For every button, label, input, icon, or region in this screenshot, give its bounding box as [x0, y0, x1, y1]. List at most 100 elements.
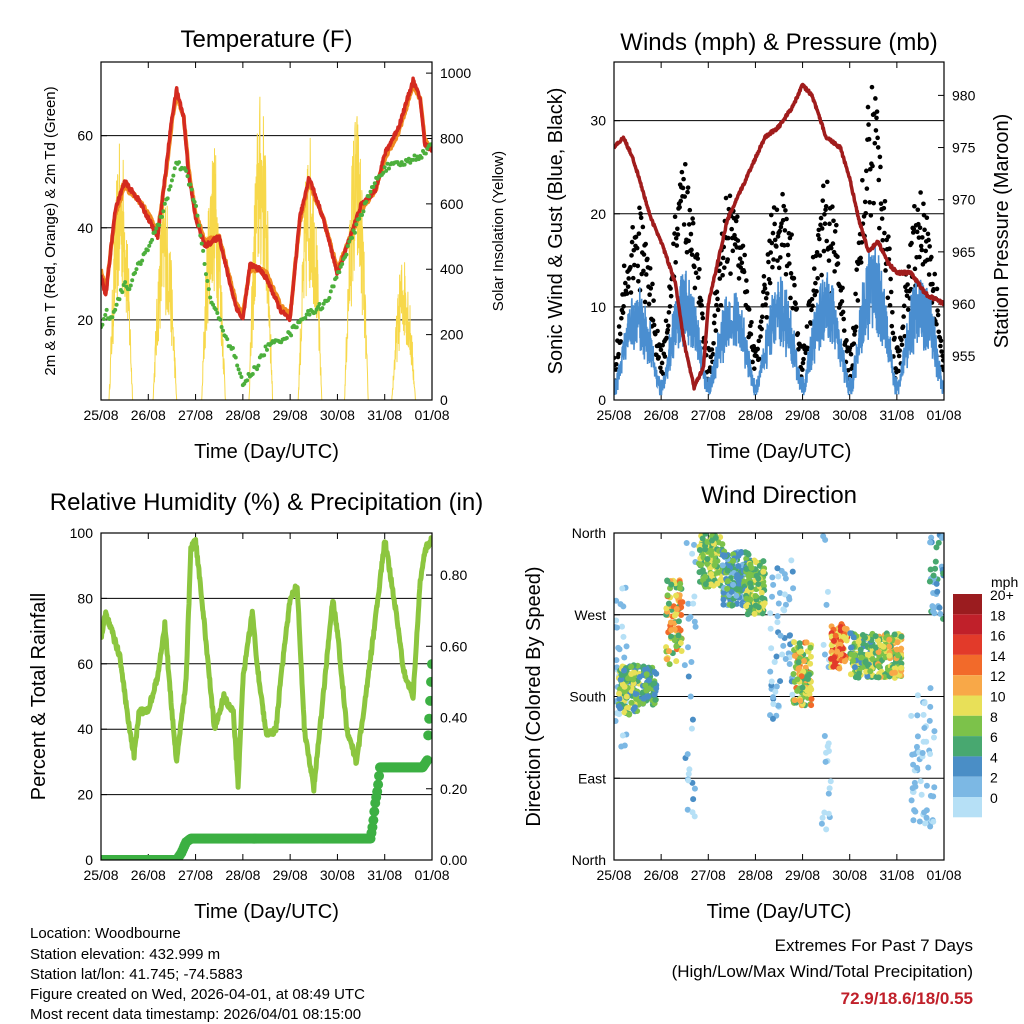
gust-point — [739, 260, 745, 266]
gust-point — [792, 282, 797, 288]
dewpoint-point — [429, 142, 432, 147]
direction-point — [927, 751, 934, 758]
direction-point — [686, 766, 693, 773]
dewpoint-point — [157, 223, 162, 228]
direction-point — [933, 580, 940, 587]
gust-point — [824, 238, 830, 244]
dewpoint-point — [184, 168, 189, 173]
gust-point — [912, 203, 917, 209]
direction-point — [927, 823, 934, 830]
gust-point — [872, 140, 878, 146]
direction-point — [618, 671, 625, 678]
gust-point — [647, 266, 653, 271]
gust-point — [915, 207, 921, 213]
direction-point — [923, 807, 930, 814]
gust-point — [855, 298, 861, 303]
gust-point — [711, 341, 716, 346]
dewpoint-point — [198, 233, 203, 238]
direction-point — [652, 696, 659, 703]
direction-point — [665, 600, 672, 607]
direction-point — [808, 702, 815, 709]
gust-point — [633, 234, 639, 240]
gust-point — [819, 272, 824, 278]
gust-point — [878, 201, 884, 206]
precip-point — [426, 676, 432, 687]
gust-point — [789, 232, 794, 237]
direction-point — [827, 778, 834, 785]
gust-point — [680, 185, 686, 191]
gust-point — [766, 259, 771, 265]
direction-point — [677, 580, 684, 587]
direction-point — [666, 661, 673, 668]
direction-point — [824, 743, 831, 750]
y-right-tick-label: 1000 — [440, 65, 471, 81]
direction-point — [931, 728, 938, 735]
direction-point — [668, 633, 675, 640]
gust-point — [640, 224, 646, 230]
legend-swatch — [953, 736, 982, 757]
direction-point — [681, 662, 688, 669]
humidity-line — [101, 535, 432, 794]
gust-point — [690, 220, 696, 226]
gust-point — [828, 245, 834, 251]
direction-point — [775, 600, 782, 607]
y-right-tick-label: 0 — [440, 392, 448, 408]
gust-point — [667, 304, 673, 309]
direction-point — [673, 606, 680, 613]
dewpoint-point — [304, 312, 309, 317]
direction-point — [724, 567, 731, 574]
gust-point — [886, 234, 891, 239]
y-right-tick-label: 0.40 — [440, 710, 467, 726]
direction-point — [743, 595, 750, 602]
dewpoint-point — [147, 243, 152, 248]
direction-point — [615, 703, 622, 710]
y-tick-label: 40 — [77, 721, 93, 737]
panel-2: Relative Humidity (%) & Precipitation (i… — [28, 489, 483, 923]
dewpoint-point — [320, 306, 325, 311]
gust-point — [791, 275, 797, 281]
gust-point — [781, 243, 787, 248]
legend-label: 14 — [990, 648, 1006, 664]
dewpoint-point — [142, 250, 147, 255]
gust-point — [852, 328, 858, 334]
direction-point — [721, 552, 728, 559]
gust-point — [625, 284, 631, 289]
direction-point — [729, 602, 736, 609]
gust-point — [689, 252, 695, 257]
direction-point — [712, 558, 719, 565]
direction-point — [819, 814, 826, 821]
gust-point — [875, 145, 881, 150]
dewpoint-point — [208, 295, 213, 300]
gust-point — [700, 315, 706, 321]
gust-point — [858, 260, 864, 265]
direction-point — [850, 657, 857, 664]
gust-point — [698, 298, 704, 303]
dewpoint-point — [172, 166, 177, 171]
direction-point — [851, 664, 858, 671]
dewpoint-point — [307, 312, 312, 317]
direction-point — [797, 697, 804, 704]
direction-point — [851, 652, 858, 659]
dewpoint-point — [419, 155, 424, 160]
gust-point — [665, 327, 671, 333]
direction-point — [684, 751, 691, 758]
direction-point — [704, 560, 711, 567]
x-tick-label: 27/08 — [691, 867, 726, 883]
plot-area — [614, 82, 944, 396]
x-axis-label: Time (Day/UTC) — [707, 441, 852, 463]
direction-point — [651, 668, 658, 675]
gust-point — [865, 104, 871, 110]
direction-point — [807, 660, 814, 667]
direction-point — [875, 663, 882, 670]
info-latlon: Station lat/lon: 41.745; -74.5883 — [30, 966, 243, 983]
direction-point — [692, 623, 699, 630]
direction-point — [769, 574, 776, 581]
gust-point — [638, 215, 644, 221]
gust-point — [660, 371, 666, 377]
dewpoint-point — [303, 316, 308, 321]
gust-point — [785, 242, 790, 248]
direction-point — [803, 639, 810, 646]
direction-point — [621, 667, 628, 674]
gust-point — [929, 254, 934, 260]
gust-point — [713, 328, 719, 333]
